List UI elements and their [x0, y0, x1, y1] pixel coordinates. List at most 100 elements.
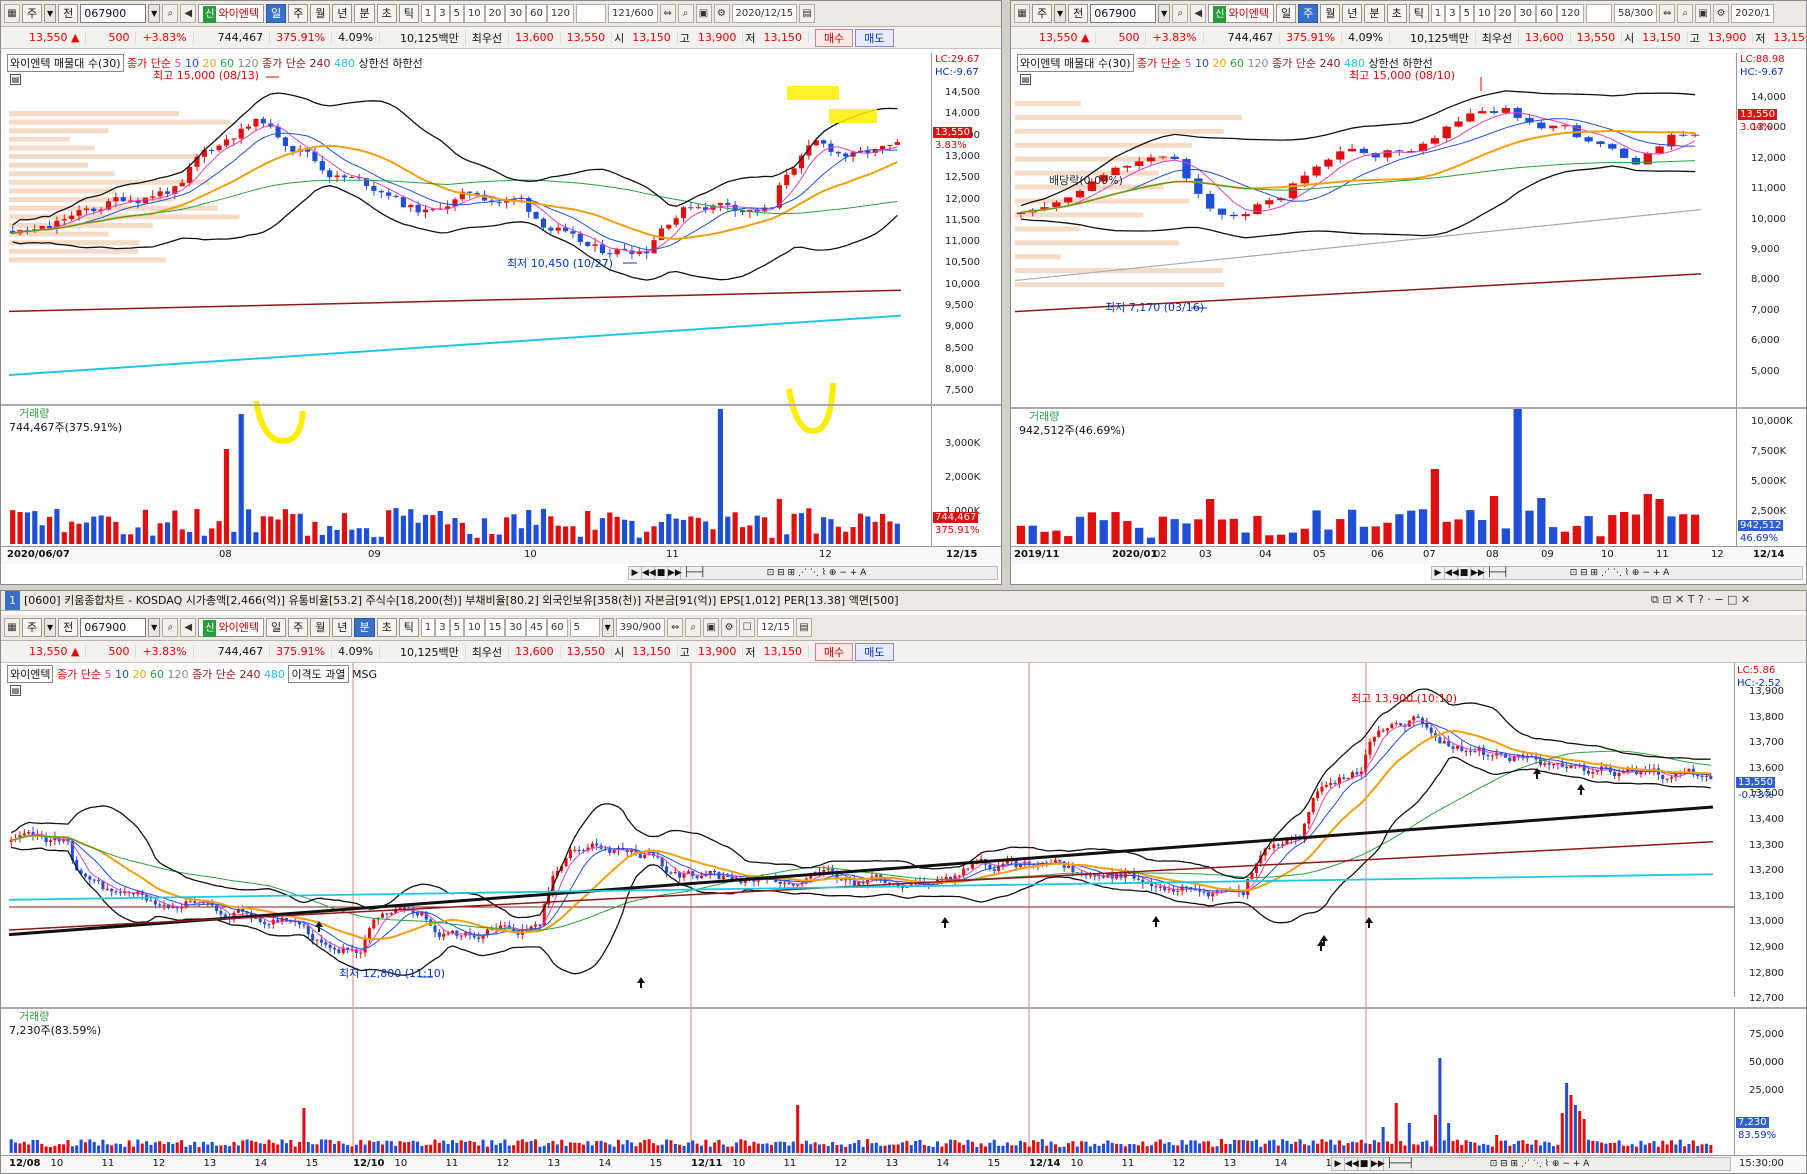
scroll-stop-icon[interactable]: ■ [1358, 1158, 1371, 1170]
p2-interval-1[interactable]: 1 [1430, 4, 1446, 23]
period-month-button[interactable]: 월 [310, 618, 331, 637]
chart-settings-icon[interactable]: ▤ [10, 685, 21, 696]
legend-ma60[interactable]: 60 [149, 668, 164, 681]
legend-ma480[interactable]: 480 [1344, 57, 1365, 70]
zoom-tools[interactable]: ⊡ ⊟ ⊞ ⋰ ⋱ ⌇ ⊕ − + A [766, 568, 867, 578]
scroll-end-icon[interactable]: ▶▶ [668, 567, 682, 579]
prefix2-button[interactable]: 전 [1068, 4, 1089, 23]
period-second-button[interactable]: 초 [376, 4, 397, 23]
window-controls[interactable]: ⧉ ⊡ ✕ T ? · − □ ✕ [1651, 593, 1751, 606]
p1-interval-60[interactable]: 60 [526, 4, 547, 23]
chevron-down-icon[interactable]: ▼ [148, 618, 161, 637]
gear-icon[interactable]: ⚙ [1713, 4, 1730, 23]
legend-ma10[interactable]: 10 [1195, 57, 1210, 70]
zoom-icon[interactable]: ⇔ [1659, 4, 1676, 23]
legend-ma5[interactable]: 5 [104, 668, 112, 681]
scroll-right-icon[interactable]: ▶ [1332, 1158, 1345, 1170]
date-field[interactable]: 12/15 [757, 618, 794, 637]
legend-upper-band[interactable]: 상한선 [1368, 57, 1399, 70]
period-tick-button[interactable]: 틱 [1408, 4, 1429, 23]
period-year-button[interactable]: 년 [332, 4, 353, 23]
chevron-down-icon[interactable]: ▼ [601, 618, 614, 637]
save-icon[interactable]: ▣ [703, 618, 720, 637]
p2-interval-30[interactable]: 30 [1515, 4, 1537, 23]
legend-ma20[interactable]: 20 [1212, 57, 1227, 70]
chart-settings-icon[interactable]: ▤ [10, 74, 21, 85]
scroll-begin-icon[interactable]: ◀◀ [1345, 1158, 1359, 1170]
period-day-button[interactable]: 일 [265, 618, 287, 637]
legend-ma20[interactable]: 20 [132, 668, 147, 681]
sell-button[interactable]: 매도 [855, 642, 894, 661]
legend-ma-label[interactable]: 종가 단순 [1137, 57, 1182, 70]
buy-button[interactable]: 매수 [815, 642, 854, 661]
legend-ma20[interactable]: 20 [202, 57, 217, 70]
period-second-button[interactable]: 초 [1386, 4, 1407, 23]
search-icon[interactable]: ⌕ [1172, 4, 1189, 23]
p3-interval-3[interactable]: 3 [435, 618, 450, 637]
stock-code-input[interactable]: 067900 [80, 618, 147, 637]
p1-interval-20[interactable]: 20 [484, 4, 506, 23]
period-week-button[interactable]: 주 [1298, 4, 1319, 23]
interval-input[interactable] [1585, 4, 1612, 23]
period-tick-button[interactable]: 틱 [398, 618, 419, 637]
date-field[interactable]: 2020/12/15 [731, 4, 798, 23]
legend-ma-label[interactable]: 종가 단순 [127, 57, 172, 70]
legend-title[interactable]: 와이엔텍 매물대 수(30) [7, 54, 124, 72]
stock-name-field[interactable]: 신 와이엔텍 [1208, 4, 1274, 23]
period-month-button[interactable]: 월 [310, 4, 331, 23]
search-icon[interactable]: ⌕ [677, 4, 694, 23]
period-minute-button[interactable]: 분 [1364, 4, 1385, 23]
period-minute-button[interactable]: 분 [354, 4, 375, 23]
prefix2-button[interactable]: 전 [58, 618, 79, 637]
date-field[interactable]: 2020/1 [1731, 4, 1775, 23]
legend-ma10[interactable]: 10 [114, 668, 129, 681]
legend-ma5[interactable]: 5 [1184, 57, 1192, 70]
p1-interval-3[interactable]: 3 [435, 4, 450, 23]
speaker-icon[interactable]: ◀ [180, 4, 197, 23]
search-icon[interactable]: ⌕ [1677, 4, 1694, 23]
p3-interval-15[interactable]: 15 [484, 618, 506, 637]
period-week-button[interactable]: 주 [288, 618, 309, 637]
stock-code-input[interactable]: 067900 [1090, 4, 1157, 23]
legend-ma120[interactable]: 120 [167, 668, 189, 681]
scroll-end-icon[interactable]: ▶▶ [1471, 567, 1485, 579]
scroll-begin-icon[interactable]: ◀◀ [642, 567, 656, 579]
p1-interval-5[interactable]: 5 [449, 4, 464, 23]
period-tick-button[interactable]: 틱 [398, 4, 419, 23]
search-icon[interactable]: ⌕ [162, 618, 179, 637]
period-second-button[interactable]: 초 [376, 618, 397, 637]
interval-input[interactable]: 5 [569, 618, 600, 637]
speaker-icon[interactable]: ◀ [180, 618, 197, 637]
search-icon[interactable]: ⌕ [685, 618, 702, 637]
count-field[interactable]: 390/900 [615, 618, 666, 637]
zoom-slider[interactable]: ├──┤ [683, 568, 706, 578]
zoom-tools[interactable]: ⊡ ⊟ ⊞ ⋰ ⋱ ⌇ ⊕ − + A [1489, 1159, 1590, 1169]
zoom-icon[interactable]: ⇔ [667, 618, 684, 637]
scroll-begin-icon[interactable]: ◀◀ [1445, 567, 1459, 579]
p2-interval-20[interactable]: 20 [1494, 4, 1516, 23]
chevron-down-icon[interactable]: ▼ [44, 618, 57, 637]
period-month-button[interactable]: 월 [1320, 4, 1341, 23]
price-chart-weekly[interactable] [1011, 1, 1807, 585]
speaker-icon[interactable]: ◀ [1190, 4, 1207, 23]
stock-code-input[interactable]: 067900 [80, 4, 147, 23]
legend-ma480[interactable]: 480 [334, 57, 355, 70]
legend-msg[interactable]: MSG [352, 668, 378, 681]
legend-ma5[interactable]: 5 [174, 57, 182, 70]
period-week-button[interactable]: 주 [288, 4, 309, 23]
checkbox[interactable]: ☐ [739, 618, 756, 637]
legend-title[interactable]: 와이엔텍 매물대 수(30) [1017, 54, 1134, 72]
prefix-select[interactable]: 주 [22, 4, 43, 23]
scroll-stop-icon[interactable]: ■ [1458, 567, 1471, 579]
price-chart-daily[interactable] [1, 1, 1002, 585]
zoom-tools[interactable]: ⊡ ⊟ ⊞ ⋰ ⋱ ⌇ ⊕ − + A [1569, 568, 1670, 578]
p1-interval-1[interactable]: 1 [420, 4, 436, 23]
legend-ma120[interactable]: 120 [237, 57, 259, 70]
scroll-right-icon[interactable]: ▶ [1432, 567, 1445, 579]
pane-divider[interactable] [1011, 407, 1806, 409]
legend-ma240[interactable]: 종가 단순 240 [191, 668, 261, 681]
p3-interval-30[interactable]: 30 [505, 618, 527, 637]
legend-ma240[interactable]: 종가 단순 240 [262, 57, 331, 70]
chart-scrollbar[interactable]: ▶ ◀◀■ ▶▶ ├───┤ ⊡ ⊟ ⊞ ⋰ ⋱ ⌇ ⊕ − + A [1331, 1157, 1731, 1171]
stock-name-field[interactable]: 신 와이엔텍 [198, 618, 264, 637]
